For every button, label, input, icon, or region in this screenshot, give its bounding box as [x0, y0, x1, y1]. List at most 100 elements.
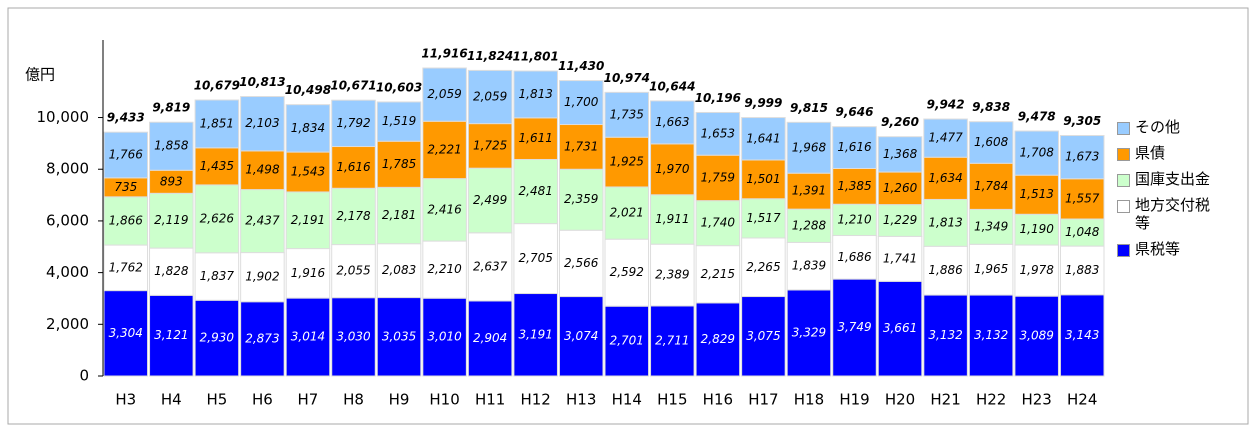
bar-segment	[149, 294, 194, 377]
data-label: 3,661	[883, 321, 917, 335]
data-label: 1,611	[519, 131, 553, 145]
data-label: 1,735	[610, 107, 644, 121]
bar-segment	[194, 99, 240, 149]
data-label: 1,970	[655, 162, 690, 176]
bar-segment	[786, 121, 832, 174]
data-label: 1,911	[655, 212, 689, 226]
bar-segment	[1059, 294, 1105, 377]
bar-segment	[194, 184, 240, 254]
bar-segment	[968, 294, 1014, 377]
total-label: 9,819	[152, 101, 190, 115]
bar-segment	[695, 200, 741, 247]
bar-segment	[194, 299, 240, 377]
total-label: 10,603	[376, 80, 422, 94]
data-label: 1,608	[974, 135, 1009, 149]
data-label: 1,673	[1065, 150, 1099, 164]
bar-segment	[558, 124, 604, 170]
data-label: 3,010	[427, 330, 462, 344]
total-label: 10,196	[695, 91, 741, 105]
bar-segment	[968, 162, 1014, 210]
bar-segment	[968, 121, 1014, 164]
bar-segment	[741, 117, 786, 161]
data-label: 735	[114, 180, 137, 194]
bar-segment	[695, 302, 741, 377]
data-label: 3,749	[837, 320, 871, 334]
data-label: 1,851	[200, 116, 234, 130]
x-tick-label: H7	[298, 391, 319, 409]
data-label: 1,725	[473, 138, 507, 152]
data-label: 893	[160, 174, 183, 188]
data-label: 1,210	[837, 212, 872, 226]
bar-segment	[741, 198, 786, 239]
data-label: 1,190	[1020, 222, 1055, 236]
y-tick-label: 10,000	[37, 108, 90, 126]
data-label: 2,103	[245, 116, 279, 130]
data-label: 2,021	[610, 206, 644, 220]
data-label: 1,902	[245, 270, 279, 284]
data-label: 1,978	[1020, 263, 1055, 277]
data-label: 1,048	[1065, 225, 1100, 239]
total-label: 11,916	[421, 47, 467, 61]
bar-segment	[285, 297, 331, 377]
data-label: 2,215	[701, 267, 735, 281]
x-tick-label: H4	[161, 391, 182, 409]
total-label: 10,644	[649, 79, 695, 93]
data-label: 2,626	[200, 211, 235, 225]
data-label: 2,416	[427, 202, 462, 216]
data-label: 1,498	[245, 163, 280, 177]
data-label: 1,785	[382, 157, 416, 171]
bar-segment	[832, 203, 877, 237]
data-label: 1,260	[883, 181, 918, 195]
legend-swatch	[1117, 122, 1130, 135]
bar-segment	[695, 245, 741, 304]
data-label: 1,741	[883, 251, 917, 265]
x-tick-label: H16	[703, 391, 733, 409]
data-label: 3,329	[792, 325, 826, 339]
x-tick-label: H18	[794, 391, 824, 409]
data-label: 2,481	[519, 184, 553, 198]
data-label: 1,708	[1020, 146, 1055, 160]
x-tick-label: H9	[389, 391, 410, 409]
data-label: 2,191	[291, 213, 325, 227]
bar-segment	[604, 238, 650, 307]
data-label: 2,829	[701, 332, 735, 346]
data-label: 1,616	[837, 140, 872, 154]
bar-segment	[240, 189, 285, 254]
bar-segment	[513, 70, 558, 119]
legend-item: 地方交付税等	[1117, 196, 1235, 232]
bar-segment	[604, 91, 650, 138]
legend: その他 県債 国庫支出金 地方交付税等 県税等	[1117, 118, 1235, 266]
data-label: 2,904	[473, 331, 507, 345]
legend-item: 国庫支出金	[1117, 170, 1235, 188]
data-label: 1,766	[109, 148, 144, 162]
bar-segment	[467, 300, 513, 377]
y-tick-label: 2,000	[46, 315, 89, 333]
data-label: 2,637	[473, 259, 508, 273]
bar-segment	[149, 192, 194, 249]
data-label: 1,828	[154, 264, 189, 278]
legend-label: 地方交付税等	[1135, 196, 1211, 232]
data-label: 1,759	[701, 170, 735, 184]
bar-segment	[558, 229, 604, 298]
data-label: 1,513	[1020, 187, 1054, 201]
bar-segment	[422, 297, 467, 377]
bar-segment	[604, 186, 650, 240]
total-label: 11,430	[558, 59, 604, 73]
data-label: 1,916	[291, 266, 326, 280]
data-label: 1,858	[154, 139, 189, 153]
total-label: 9,838	[972, 100, 1010, 114]
data-label: 1,883	[1065, 263, 1099, 277]
x-tick-label: H12	[520, 391, 550, 409]
data-label: 1,391	[792, 184, 826, 198]
bar-segment	[1014, 244, 1059, 297]
total-label: 9,433	[107, 111, 145, 125]
x-tick-label: H24	[1067, 391, 1097, 409]
data-label: 3,074	[564, 329, 598, 343]
data-label: 3,191	[519, 327, 553, 341]
x-tick-label: H8	[343, 391, 364, 409]
data-label: 1,686	[837, 250, 872, 264]
x-tick-label: H11	[475, 391, 505, 409]
bar-segment	[877, 204, 923, 237]
data-label: 2,059	[473, 90, 507, 104]
